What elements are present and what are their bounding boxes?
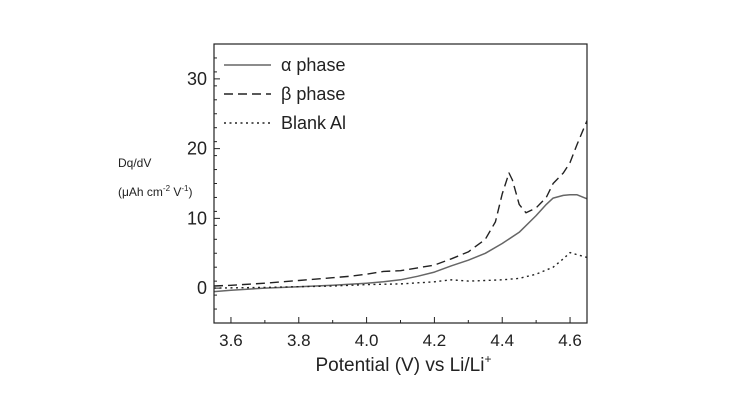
legend-label: α phase	[281, 55, 345, 75]
y-axis-label-line1: Dq/dV	[118, 156, 152, 170]
plot-frame	[213, 43, 588, 324]
legend: α phase β phase Blank Al	[224, 55, 346, 133]
x-tick-label: 3.8	[287, 331, 311, 350]
y-axis-label-sup-b: -1	[181, 184, 189, 193]
ticks-layer: 3.6 3.8 4.0 4.2 4.4 4.6 0 10 20 30	[187, 43, 582, 350]
y-axis-label-part-c: )	[188, 185, 193, 199]
series-layer	[214, 120, 587, 293]
y-axis-label-sup-a: -2	[162, 184, 171, 193]
y-axis-label-part-b: V	[170, 185, 182, 199]
x-tick-label: 3.6	[219, 331, 243, 350]
series-line-1	[214, 120, 587, 287]
x-tick-label: 4.2	[423, 331, 447, 350]
y-axis-label-part-a: (μAh cm	[118, 185, 163, 199]
legend-label: Blank Al	[281, 113, 346, 133]
y-tick-label: 10	[187, 208, 207, 228]
x-tick-label: 4.0	[355, 331, 379, 350]
x-axis-label-sup: +	[484, 352, 491, 366]
y-axis-label: Dq/dV (μAh cm-2 V-1)	[118, 150, 218, 205]
x-axis-label: Potential (V) vs Li/Li+	[316, 352, 492, 376]
y-tick-label: 0	[197, 278, 207, 298]
y-tick-label: 30	[187, 69, 207, 89]
y-tick-label: 20	[187, 139, 207, 159]
x-axis-label-text: Potential (V) vs Li/Li	[316, 355, 485, 376]
y-axis-label-line2: (μAh cm-2 V-1)	[118, 176, 218, 205]
x-tick-label: 4.4	[490, 331, 514, 350]
x-tick-label: 4.6	[558, 331, 582, 350]
legend-label: β phase	[281, 84, 345, 104]
series-line-0	[214, 193, 587, 293]
